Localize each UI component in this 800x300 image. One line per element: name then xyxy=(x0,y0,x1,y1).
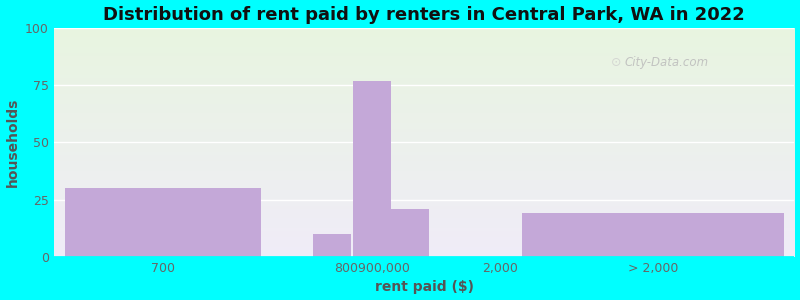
Text: City-Data.com: City-Data.com xyxy=(624,56,708,69)
Bar xyxy=(313,234,350,257)
Bar xyxy=(65,188,261,257)
Bar xyxy=(391,209,429,257)
Text: ⊙: ⊙ xyxy=(610,56,622,69)
Bar xyxy=(353,81,391,257)
X-axis label: rent paid ($): rent paid ($) xyxy=(374,280,474,294)
Bar xyxy=(522,214,783,257)
Title: Distribution of rent paid by renters in Central Park, WA in 2022: Distribution of rent paid by renters in … xyxy=(103,6,745,24)
Y-axis label: households: households xyxy=(6,98,19,187)
